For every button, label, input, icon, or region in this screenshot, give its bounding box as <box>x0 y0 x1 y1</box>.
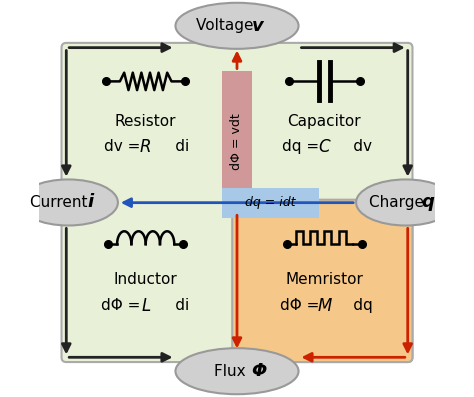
Text: M: M <box>317 297 331 315</box>
FancyBboxPatch shape <box>232 200 412 362</box>
Text: i: i <box>87 193 93 212</box>
Ellipse shape <box>175 348 299 394</box>
Text: L: L <box>141 297 150 315</box>
Text: R: R <box>140 138 151 156</box>
Ellipse shape <box>18 179 118 225</box>
Text: Flux: Flux <box>214 364 250 379</box>
Text: Voltage: Voltage <box>196 18 258 33</box>
Text: Charge: Charge <box>369 195 428 210</box>
Text: dv: dv <box>324 139 373 154</box>
Text: dv =: dv = <box>104 139 146 154</box>
Text: dq =: dq = <box>283 139 324 154</box>
Text: Φ: Φ <box>251 362 266 380</box>
Text: Capacitor: Capacitor <box>288 114 361 129</box>
Ellipse shape <box>175 3 299 49</box>
Ellipse shape <box>356 179 456 225</box>
Text: Memristor: Memristor <box>285 272 363 287</box>
Text: Current: Current <box>30 195 92 210</box>
Text: v: v <box>252 17 264 35</box>
Text: C: C <box>319 138 330 156</box>
Text: di: di <box>146 139 189 154</box>
Text: q: q <box>421 193 434 212</box>
Text: dq: dq <box>324 298 373 313</box>
FancyBboxPatch shape <box>62 43 412 362</box>
Text: Inductor: Inductor <box>114 272 178 287</box>
Text: dΦ =: dΦ = <box>101 298 146 313</box>
Text: di: di <box>146 298 189 313</box>
Polygon shape <box>222 71 252 212</box>
Text: Resistor: Resistor <box>115 114 176 129</box>
Polygon shape <box>222 188 319 218</box>
Text: dΦ = vdt: dΦ = vdt <box>230 114 244 170</box>
Text: dΦ =: dΦ = <box>280 298 324 313</box>
Text: dq = idt: dq = idt <box>246 196 296 209</box>
